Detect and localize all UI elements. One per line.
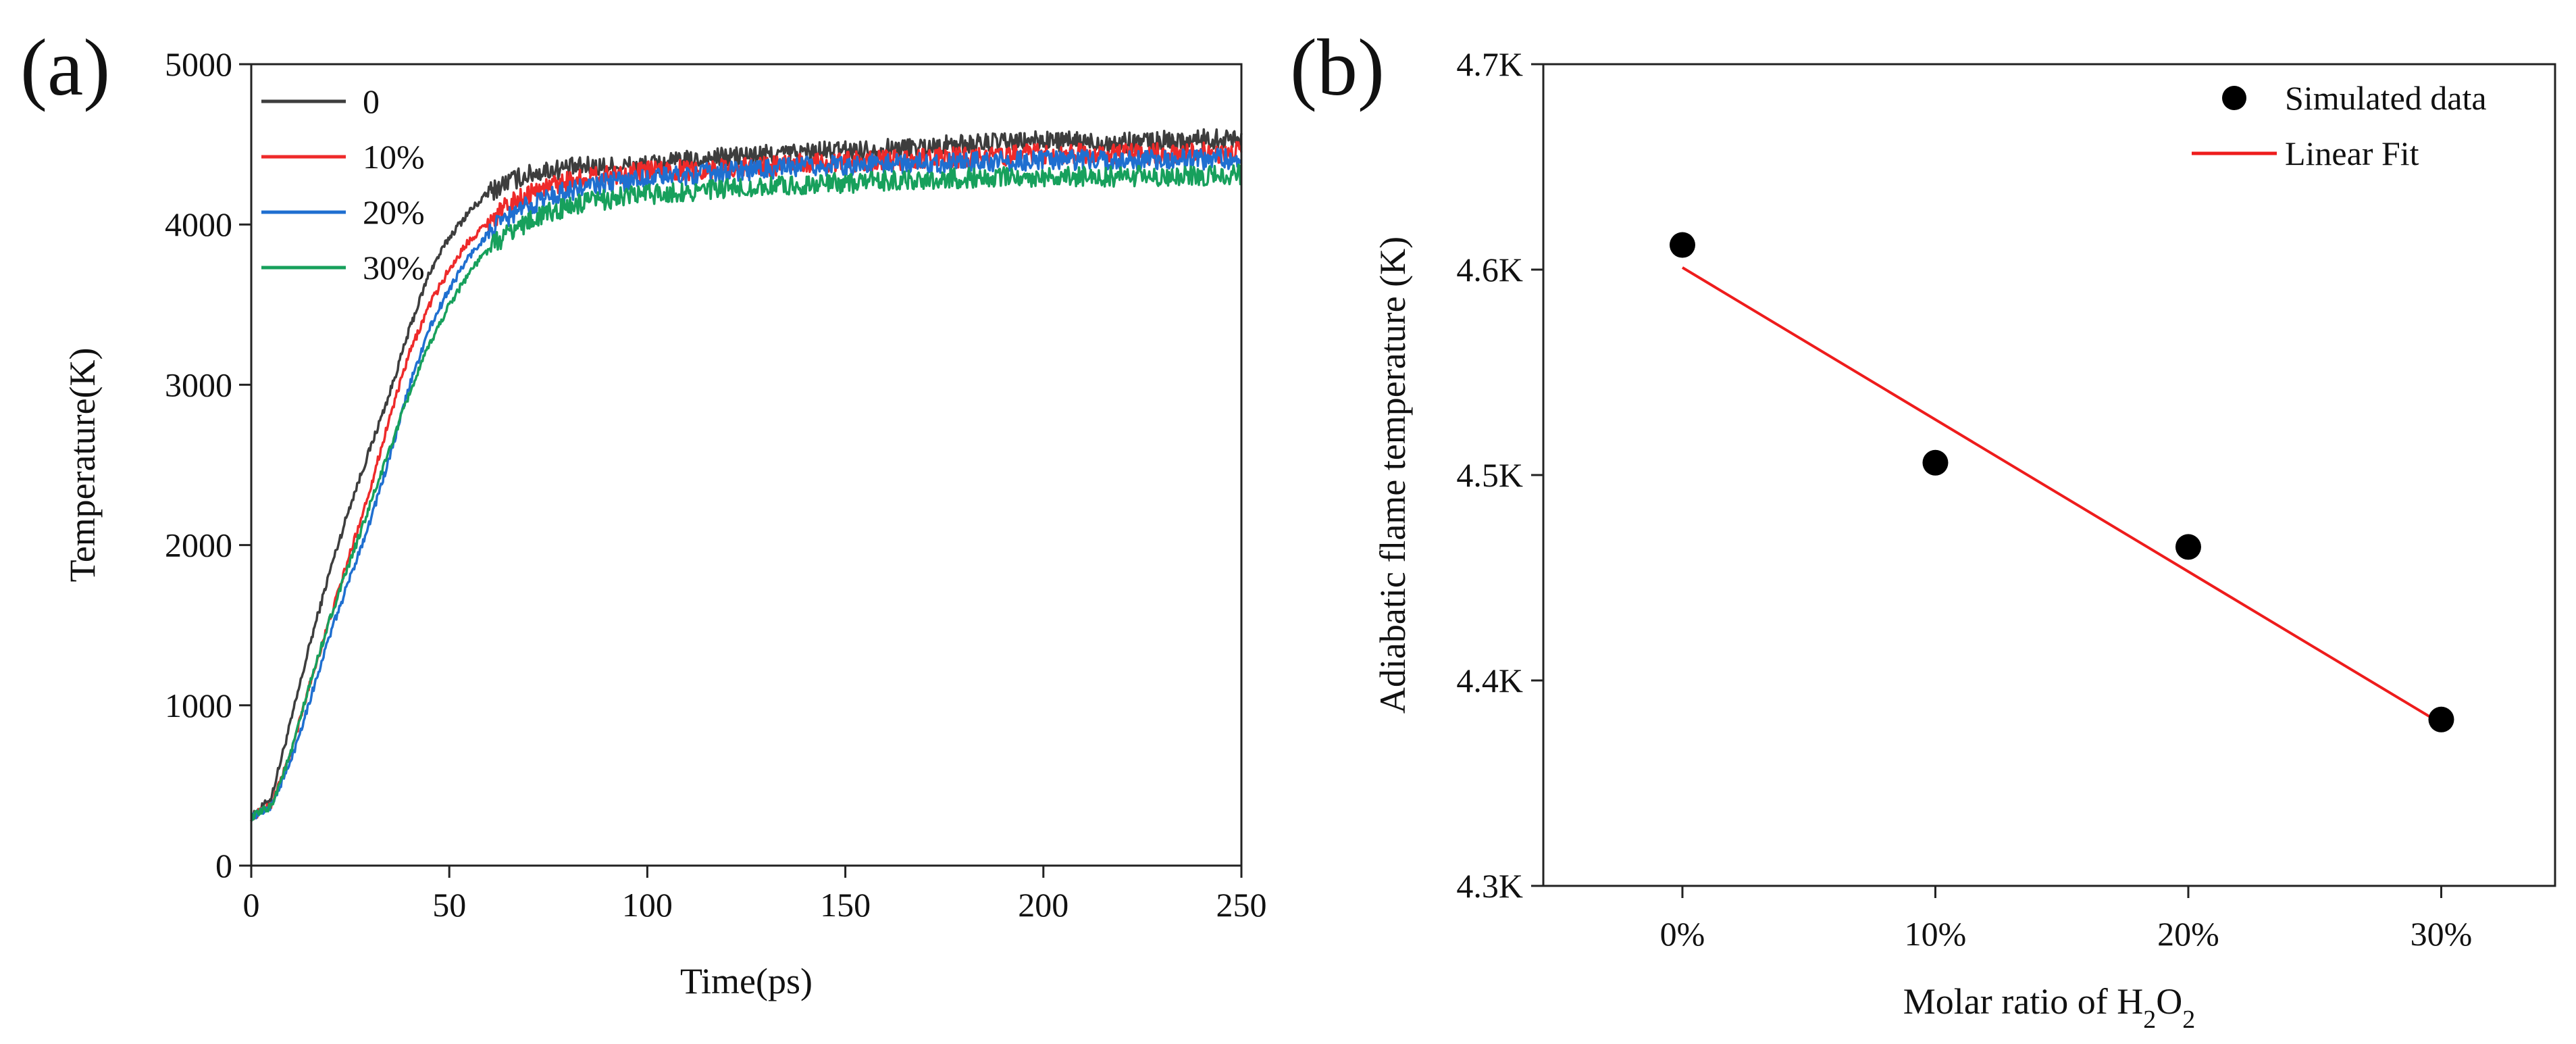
panel-a-series-line-1 [250, 141, 1243, 822]
panel-b-x-axis-title-sub1: 2 [2143, 1005, 2156, 1034]
panel-b-plot-frame [1542, 63, 2556, 887]
panel-a-x-tick-label: 250 [1216, 886, 1267, 924]
panel-b-x-tick-label: 10% [1905, 915, 1967, 953]
panel-b-flame-temperature: (b) 0% 10% 20% 30% 4.3K 4.4K 4.5K 4.6K 4.7K Mol… [1290, 22, 2556, 1034]
panel-b-legend-label-1: Linear Fit [2285, 134, 2419, 172]
panel-a-y-ticks: 0 1000 2000 3000 4000 5000 [165, 45, 251, 885]
panel-a-x-tick-label: 0 [243, 886, 260, 924]
panel-b-y-tick-label: 4.3K [1456, 867, 1523, 905]
panel-b-x-tick-label: 20% [2157, 915, 2219, 953]
panel-b-y-ticks: 4.3K 4.4K 4.5K 4.6K 4.7K [1456, 45, 1543, 905]
panel-b-x-tick-label: 0% [1660, 915, 1705, 953]
panel-b-label: (b) [1290, 22, 1385, 112]
panel-b-x-axis-title: Molar ratio of H2O2 [1903, 981, 2195, 1034]
panel-a-x-tick-label: 150 [820, 886, 871, 924]
panel-a-legend-label-3: 30% [363, 249, 425, 287]
panel-b-legend: Simulated data Linear Fit [2192, 79, 2487, 172]
panel-b-data-point [1669, 232, 1695, 258]
panel-b-legend-label-0: Simulated data [2285, 79, 2487, 117]
panel-a-y-tick-label: 1000 [165, 687, 232, 724]
panel-b-x-axis-title-mid: O [2156, 981, 2182, 1022]
panel-a-legend-label-2: 20% [363, 193, 425, 231]
panel-b-legend-marker-0 [2222, 86, 2246, 110]
panel-b-x-axis-title-sub2: 2 [2182, 1005, 2195, 1034]
panel-a-y-tick-label: 3000 [165, 366, 232, 403]
panel-b-x-tick-label: 30% [2411, 915, 2473, 953]
panel-b-data-point [2175, 534, 2201, 560]
panel-a-series-group [250, 128, 1243, 822]
panel-b-x-ticks: 0% 10% 20% 30% [1660, 886, 2473, 953]
panel-a-y-tick-label: 5000 [165, 45, 232, 83]
panel-a-legend: 0 10% 20% 30% [261, 82, 425, 287]
panel-b-y-tick-label: 4.6K [1456, 251, 1523, 289]
panel-a-y-tick-label: 4000 [165, 205, 232, 243]
panel-a-x-axis-title: Time(ps) [680, 961, 813, 1001]
panel-a-plot-frame [250, 63, 1243, 867]
panel-b-y-tick-label: 4.4K [1456, 662, 1523, 699]
panel-b-y-axis-title: Adiabatic flame temperature (K) [1372, 237, 1413, 714]
panel-a-x-ticks: 0 50 100 150 200 250 [243, 866, 1267, 924]
panel-a-y-tick-label: 0 [215, 847, 232, 885]
panel-a-label: (a) [20, 22, 110, 112]
panel-a-legend-label-1: 10% [363, 138, 425, 176]
panel-a-y-axis-title: Temperature(K) [62, 347, 103, 582]
panel-a-x-tick-label: 50 [432, 886, 466, 924]
panel-a-series-line-3 [250, 164, 1242, 822]
panel-a-y-tick-label: 2000 [165, 526, 232, 564]
panel-b-linear-fit-line [1681, 266, 2442, 725]
panel-a-x-tick-label: 100 [622, 886, 673, 924]
panel-a-series-line-0 [250, 128, 1243, 822]
panel-a-legend-label-0: 0 [363, 82, 380, 120]
panel-b-data-point [2428, 706, 2454, 732]
panel-b-data-marks [1669, 232, 2454, 732]
panel-b-x-axis-title-prefix: Molar ratio of H [1903, 981, 2143, 1022]
panel-a-series-line-2 [250, 147, 1243, 822]
panel-b-data-point [1922, 449, 1949, 476]
panel-a-x-tick-label: 200 [1018, 886, 1068, 924]
panel-a-temperature-vs-time: (a) 0 50 100 150 200 250 0 1000 2000 3000 4000 500… [20, 22, 1267, 1001]
panel-b-y-tick-label: 4.7K [1456, 45, 1523, 83]
panel-b-y-tick-label: 4.5K [1456, 456, 1523, 494]
